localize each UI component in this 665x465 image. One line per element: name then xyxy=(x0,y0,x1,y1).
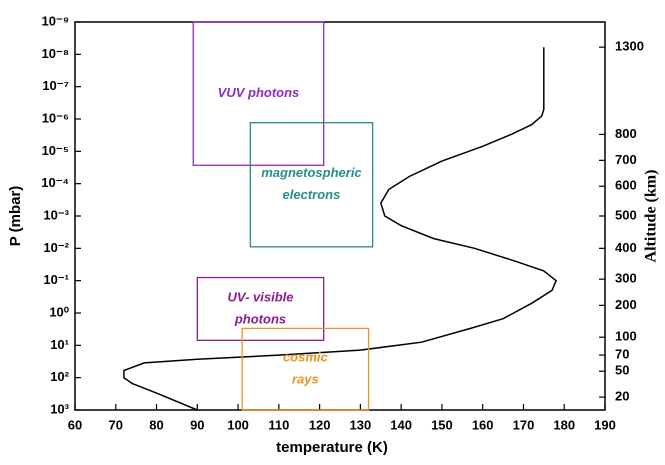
y-tick-label: 10¹ xyxy=(50,337,69,352)
y-axis-label: P (mbar) xyxy=(7,186,24,247)
y-tick-label: 10⁰ xyxy=(49,304,69,319)
region-label: electrons xyxy=(283,187,341,202)
y2-tick-label: 600 xyxy=(615,178,637,193)
x-axis-label: temperature (K) xyxy=(276,439,388,456)
region-label: cosmic xyxy=(283,350,329,365)
y2-tick-label: 400 xyxy=(615,240,637,255)
region-box xyxy=(241,327,370,411)
x-tick-label: 60 xyxy=(68,417,82,432)
y2-tick-label: 50 xyxy=(615,363,629,378)
y-tick-label: 10³ xyxy=(50,401,69,416)
x-tick-label: 90 xyxy=(190,417,204,432)
y2-tick-label: 1300 xyxy=(615,39,644,54)
x-tick-label: 100 xyxy=(227,417,249,432)
x-tick-label: 110 xyxy=(268,417,289,432)
y-tick-label: 10⁻² xyxy=(43,240,69,255)
region-label: rays xyxy=(292,372,319,387)
y2-tick-label: 800 xyxy=(615,126,637,141)
region-label: UV- visible xyxy=(228,289,294,304)
y-tick-label: 10⁻⁹ xyxy=(42,13,70,28)
x-tick-label: 70 xyxy=(109,417,123,432)
y-tick-label: 10⁻⁴ xyxy=(41,175,69,190)
y2-axis-label: Altitude (km) xyxy=(643,170,660,263)
temperature-profile xyxy=(123,47,558,411)
region-box xyxy=(196,276,325,341)
x-tick-label: 170 xyxy=(513,417,535,432)
y2-tick-label: 70 xyxy=(615,347,629,362)
y-tick-label: 10² xyxy=(50,369,69,384)
y-tick-label: 10⁻⁵ xyxy=(42,143,69,158)
y-tick-label: 10⁻³ xyxy=(43,207,69,222)
region-label: VUV photons xyxy=(218,85,300,100)
x-tick-label: 180 xyxy=(553,417,575,432)
y-tick-label: 10⁻⁶ xyxy=(42,110,69,125)
y-tick-label: 10⁻¹ xyxy=(43,272,69,287)
y2-tick-label: 700 xyxy=(615,152,637,167)
x-tick-label: 190 xyxy=(594,417,616,432)
region-label: magnetospheric xyxy=(261,165,362,180)
y2-tick-label: 300 xyxy=(615,271,637,286)
x-tick-label: 160 xyxy=(472,417,494,432)
x-tick-label: 140 xyxy=(390,417,412,432)
x-tick-label: 130 xyxy=(350,417,372,432)
x-tick-label: 150 xyxy=(431,417,453,432)
y-tick-label: 10⁻⁸ xyxy=(42,46,69,61)
y-tick-label: 10⁻⁷ xyxy=(42,78,69,93)
y2-tick-label: 500 xyxy=(615,207,637,222)
x-tick-label: 120 xyxy=(309,417,331,432)
x-tick-label: 80 xyxy=(149,417,163,432)
region-box xyxy=(192,21,325,166)
y2-tick-label: 100 xyxy=(615,329,637,344)
region-box xyxy=(249,122,374,248)
y2-tick-label: 200 xyxy=(615,297,637,312)
region-label: photons xyxy=(234,311,286,326)
y2-tick-label: 20 xyxy=(615,389,629,404)
